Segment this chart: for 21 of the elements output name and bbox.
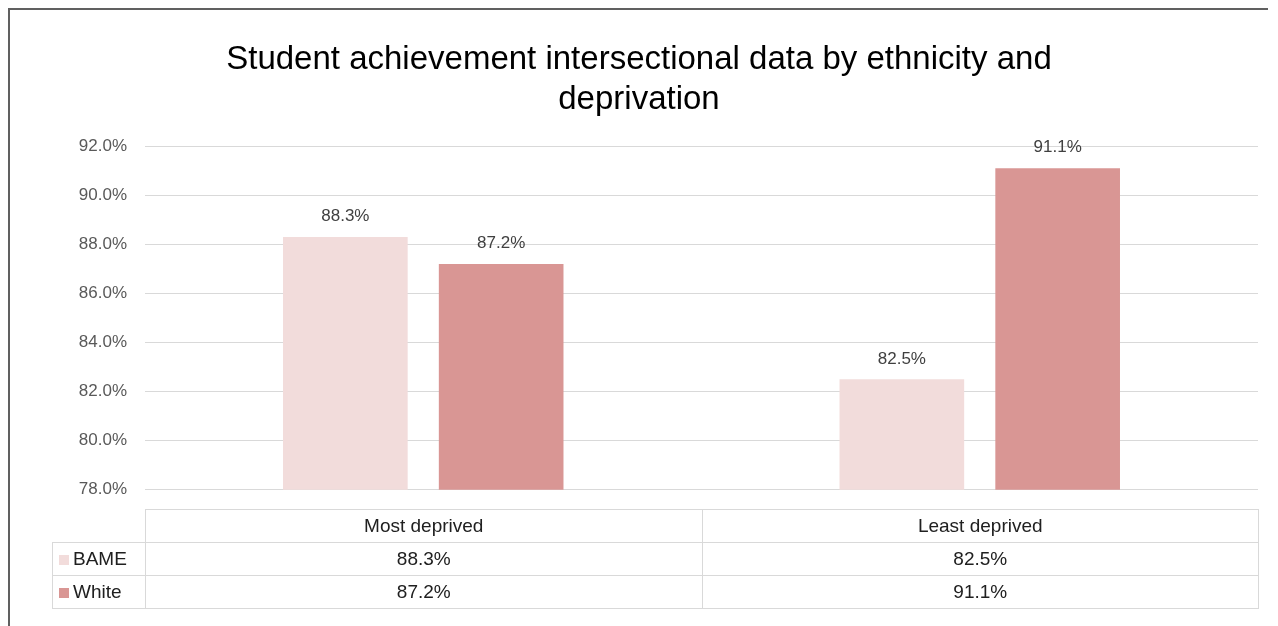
data-label: 87.2% <box>145 575 702 609</box>
y-tick-label: 88.0% <box>78 234 127 254</box>
y-tick-label: 80.0% <box>78 430 127 450</box>
y-tick-label: 92.0% <box>78 135 127 155</box>
x-tick-label: Most deprived <box>145 509 702 543</box>
text: 88.3% <box>321 206 370 226</box>
text: 87.2% <box>477 233 526 253</box>
data-label: 91.1% <box>702 575 1259 609</box>
y-tick-label: 90.0% <box>78 184 127 204</box>
data-label: 82.5% <box>702 542 1259 576</box>
y-tick-label: 84.0% <box>78 332 127 352</box>
legend-label: White <box>73 581 122 602</box>
x-tick-label: Least deprived <box>702 509 1259 543</box>
text: 82.5% <box>877 348 926 368</box>
y-tick-label: 86.0% <box>78 283 127 303</box>
y-tick-label: 82.0% <box>78 381 127 401</box>
chart-title: Student achievement intersectional data by ethnicity and deprivation <box>225 38 1053 118</box>
y-tick-label: 78.0% <box>78 479 127 499</box>
data-label: 88.3% <box>145 542 702 576</box>
text: 91.1% <box>1033 137 1082 157</box>
legend-label: BAME <box>73 548 127 569</box>
